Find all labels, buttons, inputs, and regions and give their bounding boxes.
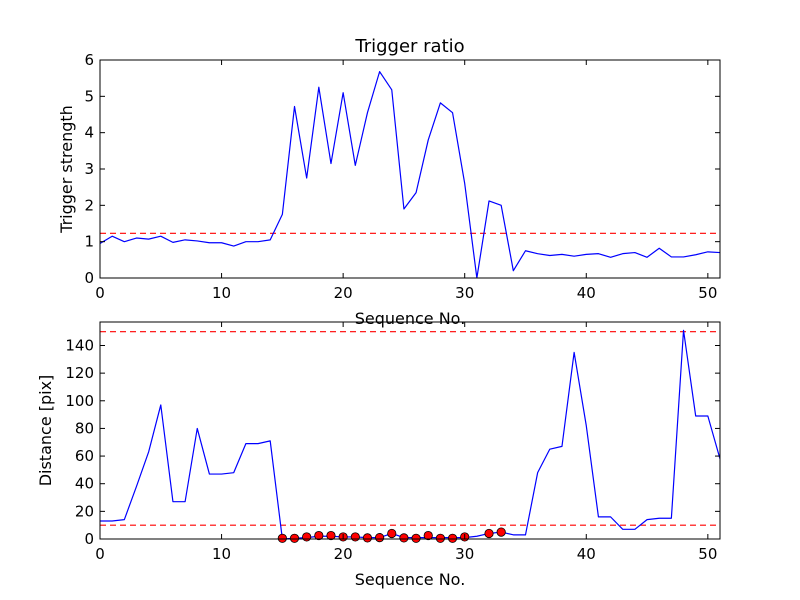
x-tick-label: 30 [455, 545, 474, 563]
axes-frame [99, 59, 721, 279]
x-axis-label: Sequence No. [355, 570, 466, 589]
x-tick-label: 50 [698, 284, 717, 302]
axes-frame [99, 321, 721, 540]
chart-title: Trigger ratio [354, 36, 464, 57]
y-tick-label: 1 [84, 233, 94, 251]
data-point-13 [435, 533, 445, 543]
data-point-0 [277, 533, 287, 543]
y-tick-label: 0 [84, 530, 94, 548]
y-tick-label: 80 [75, 419, 94, 437]
plot-area [100, 329, 720, 539]
series-line-0 [100, 329, 720, 539]
data-point-11 [411, 533, 421, 543]
x-tick-label: 20 [334, 284, 353, 302]
y-tick-label: 3 [84, 160, 94, 178]
y-tick-label: 140 [65, 336, 94, 354]
y-tick-label: 40 [75, 475, 94, 493]
series-line-0 [100, 71, 720, 278]
y-tick-label: 5 [84, 87, 94, 105]
y-tick-label: 20 [75, 502, 94, 520]
x-tick-label: 40 [577, 284, 596, 302]
data-point-12 [423, 530, 433, 541]
data-point-8 [375, 533, 385, 543]
data-point-10 [399, 533, 409, 543]
y-tick-label: 4 [84, 124, 94, 142]
data-point-4 [326, 530, 336, 541]
trigger-ratio-chart: 0 10 20 30 40 50 0 1 2 3 4 5 6 Sequence No. Trigger st… [57, 36, 721, 328]
y-axis-label: Trigger strength [57, 105, 76, 234]
data-point-3 [314, 530, 324, 541]
y-tick-label: 2 [84, 196, 94, 214]
y-tick-label: 0 [84, 269, 94, 287]
y-tick-label: 120 [65, 364, 94, 382]
data-point-6 [350, 532, 360, 542]
x-tick-label: 40 [577, 545, 596, 563]
data-point-2 [302, 532, 312, 542]
x-tick-label: 0 [95, 284, 105, 302]
x-tick-label: 10 [212, 284, 231, 302]
x-tick-label: 20 [334, 545, 353, 563]
y-tick-label: 100 [65, 392, 94, 410]
y-tick-label: 60 [75, 447, 94, 465]
x-tick-label: 50 [698, 545, 717, 563]
x-tick-label: 30 [455, 284, 474, 302]
x-tick-label: 0 [95, 545, 105, 563]
data-point-1 [289, 533, 300, 543]
data-point-14 [447, 533, 458, 543]
x-axis-label: Sequence No. [355, 309, 466, 328]
data-point-7 [362, 533, 373, 543]
data-point-16 [484, 528, 494, 539]
plot-area [100, 71, 720, 278]
data-point-9 [387, 528, 397, 539]
x-tick-label: 10 [212, 545, 231, 563]
y-tick-label: 6 [84, 51, 94, 69]
distance-chart: 0 10 20 30 40 50 0 20 40 60 80 100 120 140 Sequence No… [36, 321, 721, 589]
y-axis-label: Distance [pix] [36, 375, 55, 487]
data-point-17 [496, 527, 506, 537]
